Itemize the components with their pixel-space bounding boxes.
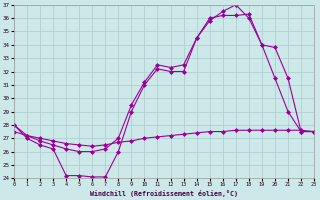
X-axis label: Windchill (Refroidissement éolien,°C): Windchill (Refroidissement éolien,°C) — [90, 190, 238, 197]
